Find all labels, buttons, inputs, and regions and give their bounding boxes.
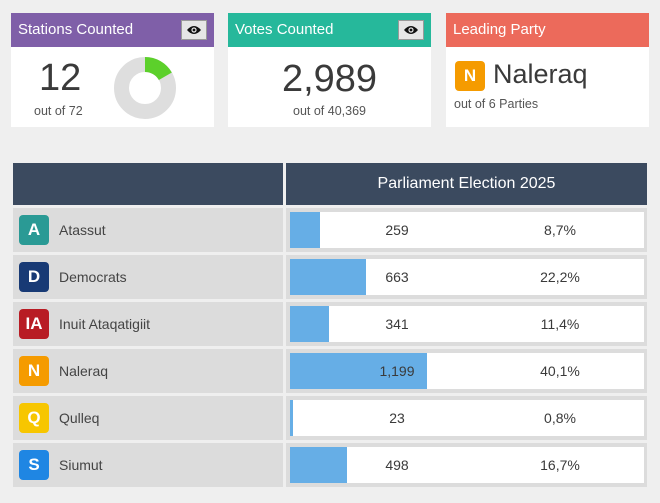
vote-count: 23 [389, 410, 405, 426]
result-cell: 498 16,7% [286, 443, 647, 487]
result-bar-track: 1,199 40,1% [290, 353, 644, 389]
stations-card-title: Stations Counted [18, 21, 134, 38]
stations-total-label: out of 72 [34, 104, 83, 118]
party-badge: N [19, 356, 49, 386]
vote-percentage: 40,1% [540, 363, 580, 379]
party-badge: S [19, 450, 49, 480]
party-name: Inuit Ataqatigiit [59, 316, 151, 332]
vote-count: 1,199 [379, 363, 415, 379]
votes-counted-value: 2,989 [281, 58, 378, 100]
party-cell: IA Inuit Ataqatigiit [13, 302, 283, 346]
result-bar-track: 341 11,4% [290, 306, 644, 342]
vote-percentage: 11,4% [540, 316, 580, 332]
party-name: Democrats [59, 269, 127, 285]
vote-share-bar [290, 212, 320, 248]
party-name: Atassut [59, 222, 106, 238]
result-bar-track: 23 0,8% [290, 400, 644, 436]
party-cell: Q Qulleq [13, 396, 283, 440]
results-table-header: Parliament Election 2025 [13, 163, 647, 205]
result-cell: 259 8,7% [286, 208, 647, 252]
stations-card: Stations Counted 12 out of 72 [11, 13, 214, 127]
party-badge: A [19, 215, 49, 245]
leading-party-name: Naleraq [493, 59, 588, 89]
party-badge: D [19, 262, 49, 292]
party-badge: IA [19, 309, 49, 339]
table-row: S Siumut 498 16,7% [13, 443, 647, 487]
result-cell: 23 0,8% [286, 396, 647, 440]
votes-card: Votes Counted 2,989 out of 40,369 [228, 13, 431, 127]
party-cell: N Naleraq [13, 349, 283, 393]
party-cell: A Atassut [13, 208, 283, 252]
vote-count: 663 [385, 269, 409, 285]
votes-card-title: Votes Counted [235, 21, 334, 38]
vote-count: 498 [385, 457, 409, 473]
vote-percentage: 16,7% [540, 457, 580, 473]
result-bar-track: 498 16,7% [290, 447, 644, 483]
party-name: Qulleq [59, 410, 100, 426]
leading-party-badge: N [455, 61, 485, 91]
party-badge: Q [19, 403, 49, 433]
result-cell: 663 22,2% [286, 255, 647, 299]
stations-visibility-button[interactable] [181, 20, 207, 40]
stations-donut-progress [144, 57, 172, 81]
eye-icon [187, 26, 201, 34]
vote-share-bar [290, 306, 330, 342]
party-column-header [13, 163, 283, 205]
stations-card-header: Stations Counted [11, 13, 214, 47]
party-name: Naleraq [59, 363, 109, 379]
table-row: A Atassut 259 8,7% [13, 208, 647, 252]
votes-total-label: out of 40,369 [293, 104, 366, 118]
result-cell: 341 11,4% [286, 302, 647, 346]
votes-visibility-button[interactable] [398, 20, 424, 40]
vote-percentage: 0,8% [544, 410, 576, 426]
table-row: N Naleraq 1,199 40,1% [13, 349, 647, 393]
leading-party-total-label: out of 6 Parties [454, 97, 539, 111]
results-table-body: A Atassut 259 8,7% D Democrats 663 22,2% IA Inuit… [13, 208, 647, 487]
vote-percentage: 8,7% [544, 222, 576, 238]
votes-card-header: Votes Counted [228, 13, 431, 47]
result-bar-track: 259 8,7% [290, 212, 644, 248]
leading-party-card-title: Leading Party [453, 21, 546, 38]
vote-share-bar [290, 259, 367, 295]
party-cell: D Democrats [13, 255, 283, 299]
result-cell: 1,199 40,1% [286, 349, 647, 393]
vote-share-bar [290, 447, 348, 483]
result-bar-track: 663 22,2% [290, 259, 644, 295]
leading-party-card: Leading Party N Naleraq out of 6 Parties [446, 13, 649, 127]
vote-share-bar [290, 353, 428, 389]
table-row: D Democrats 663 22,2% [13, 255, 647, 299]
party-name: Siumut [59, 457, 103, 473]
eye-icon [404, 26, 418, 34]
vote-count: 259 [385, 222, 409, 238]
stations-counted-value: 12 [39, 57, 82, 99]
vote-percentage: 22,2% [540, 269, 580, 285]
vote-count: 341 [385, 316, 409, 332]
results-table: Parliament Election 2025 A Atassut 259 8,7%… [13, 163, 647, 487]
election-title: Parliament Election 2025 [286, 163, 647, 205]
table-row: IA Inuit Ataqatigiit 341 11,4% [13, 302, 647, 346]
vote-share-bar [290, 400, 293, 436]
leading-party-card-header: Leading Party [446, 13, 649, 47]
party-cell: S Siumut [13, 443, 283, 487]
table-row: Q Qulleq 23 0,8% [13, 396, 647, 440]
stations-donut-chart [114, 57, 176, 119]
